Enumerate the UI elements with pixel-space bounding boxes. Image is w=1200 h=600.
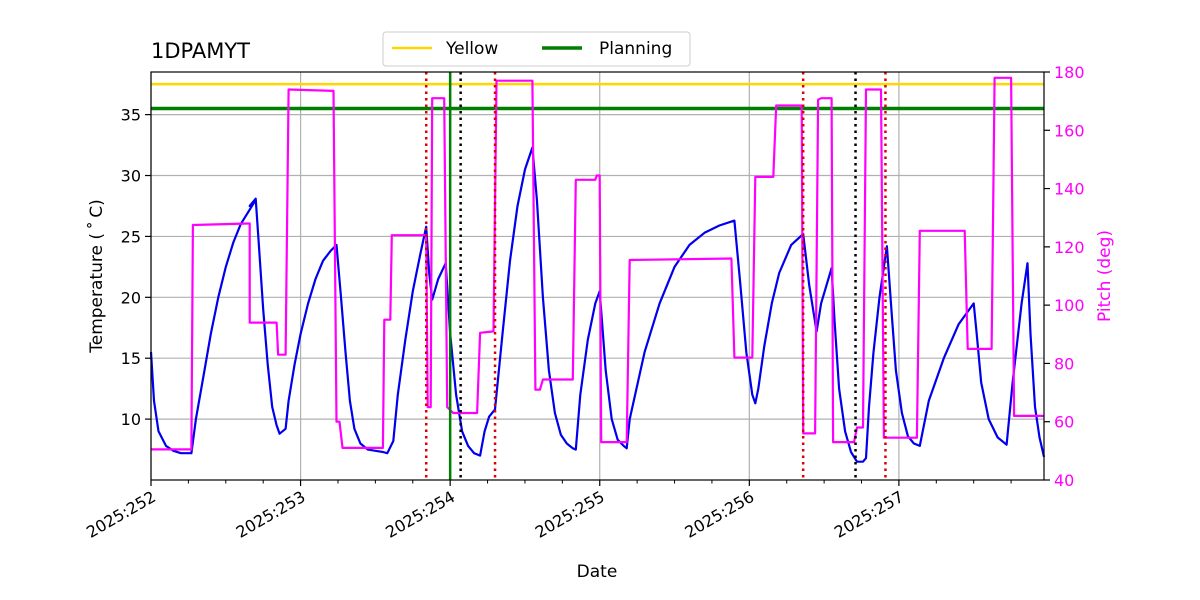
- x-tick-label: 2025:255: [532, 487, 608, 542]
- x-tick-label: 2025:256: [681, 487, 757, 542]
- y-right-tick-label: 60: [1054, 413, 1074, 432]
- y-axis-right-title: Pitch (deg): [1095, 230, 1115, 322]
- y-left-tick-label: 15: [121, 349, 141, 368]
- pitch-series-line: [151, 76, 1044, 451]
- y-left-tick-label: 30: [121, 167, 141, 186]
- x-axis-title: Date: [577, 562, 618, 582]
- y-axis-left-title: Temperature ( ˚ C): [86, 199, 107, 354]
- x-tick-label: 2025:257: [831, 487, 907, 542]
- y-right-tick-label: 160: [1054, 121, 1085, 140]
- threshold-lines: [151, 82, 1044, 111]
- y-axis-left: 10 15 20 25 30 35: [121, 106, 151, 429]
- y-left-tick-label: 20: [121, 288, 141, 307]
- y-right-tick-label: 80: [1054, 354, 1074, 373]
- event-markers: [424, 72, 887, 480]
- series-lines: [149, 76, 1046, 463]
- y-right-tick-label: 120: [1054, 238, 1085, 257]
- y-axis-right: 40 60 80 100 120 140 160 180: [1044, 63, 1085, 490]
- y-right-tick-label: 140: [1054, 180, 1085, 199]
- legend-yellow-label: Yellow: [445, 39, 498, 59]
- x-axis: 2025:252 2025:253 2025:254 2025:255 2025:256…: [83, 480, 1012, 542]
- chart-title: 1DPAMYT: [151, 39, 250, 63]
- y-right-tick-label: 100: [1054, 296, 1085, 315]
- plot-frame: [150, 71, 1045, 481]
- temperature-series-line: [149, 146, 1046, 463]
- x-tick-label: 2025:254: [382, 487, 458, 542]
- y-left-tick-label: 10: [121, 410, 141, 429]
- y-left-tick-label: 25: [121, 227, 141, 246]
- legend-planning-label: Planning: [599, 39, 672, 59]
- grid: [150, 72, 1044, 480]
- legend: Yellow Planning: [382, 31, 691, 67]
- y-right-tick-label: 180: [1054, 63, 1085, 82]
- x-tick-label: 2025:253: [233, 487, 309, 542]
- legend-box: [382, 31, 691, 67]
- x-tick-label: 2025:252: [83, 487, 159, 542]
- y-left-tick-label: 35: [121, 106, 141, 125]
- y-right-tick-label: 40: [1054, 471, 1074, 490]
